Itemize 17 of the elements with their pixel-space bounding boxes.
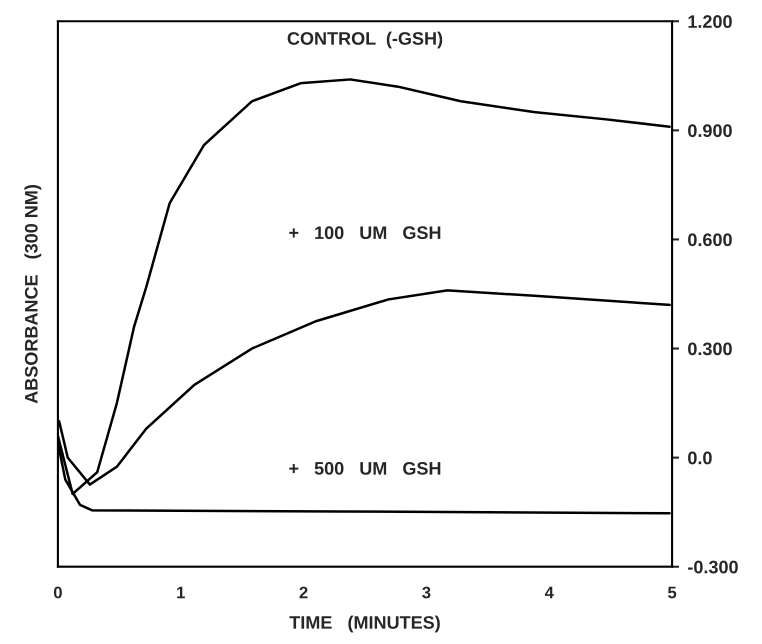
text: CONTROL (-GSH) [288, 32, 442, 48]
y-tick-label: 0.900 [688, 124, 732, 138]
text: + 500 UM GSH [289, 462, 440, 475]
y-tick-label: 0.0 [688, 452, 712, 464]
y-axis-title: ABSORBANCE (300 NM) [24, 185, 42, 404]
x-tick-label: 2 [300, 586, 308, 598]
y-tick-label: 0.300 [688, 342, 732, 356]
text: + 100 UM GSH [289, 226, 440, 240]
y-tick-label: 1.200 [688, 15, 732, 28]
x-tick-label: 1 [177, 586, 185, 598]
x-tick-label: 3 [422, 586, 430, 598]
x-axis-title: TIME (MINUTES) [289, 616, 440, 632]
x-tick-label: 0 [54, 586, 62, 598]
x-tick-label: 4 [544, 586, 554, 598]
x-tick-label: 5 [668, 586, 676, 598]
y-tick-label: -0.300 [688, 560, 738, 574]
y-tick-label: 0.600 [688, 233, 732, 246]
